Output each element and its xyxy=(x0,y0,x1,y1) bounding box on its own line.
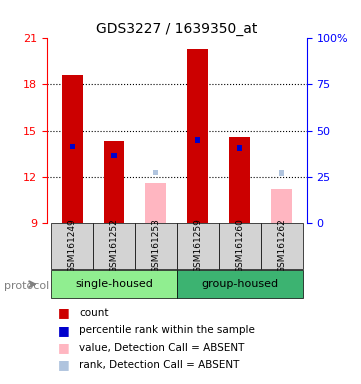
Text: protocol: protocol xyxy=(4,281,49,291)
FancyBboxPatch shape xyxy=(219,223,261,269)
Text: group-housed: group-housed xyxy=(201,278,278,288)
Bar xyxy=(229,137,250,223)
Bar xyxy=(104,141,125,223)
Text: GSM161260: GSM161260 xyxy=(235,218,244,273)
Text: percentile rank within the sample: percentile rank within the sample xyxy=(79,325,255,335)
Text: GSM161253: GSM161253 xyxy=(151,218,160,273)
Text: ■: ■ xyxy=(58,324,70,337)
Text: GSM161262: GSM161262 xyxy=(277,218,286,273)
Bar xyxy=(112,153,117,158)
FancyBboxPatch shape xyxy=(261,223,303,269)
Text: GSM161259: GSM161259 xyxy=(193,218,203,273)
FancyBboxPatch shape xyxy=(51,270,177,298)
Text: ■: ■ xyxy=(58,341,70,354)
Bar xyxy=(237,145,242,151)
Text: single-housed: single-housed xyxy=(75,278,153,288)
FancyBboxPatch shape xyxy=(93,223,135,269)
Bar xyxy=(195,137,200,143)
Text: ■: ■ xyxy=(58,306,70,319)
Text: rank, Detection Call = ABSENT: rank, Detection Call = ABSENT xyxy=(79,360,240,370)
Title: GDS3227 / 1639350_at: GDS3227 / 1639350_at xyxy=(96,22,258,36)
Text: GSM161252: GSM161252 xyxy=(109,218,118,273)
Text: count: count xyxy=(79,308,109,318)
Bar xyxy=(145,183,166,223)
Text: GSM161249: GSM161249 xyxy=(68,218,77,273)
Bar xyxy=(271,189,292,223)
FancyBboxPatch shape xyxy=(177,270,303,298)
Bar xyxy=(279,170,284,176)
Bar xyxy=(62,75,83,223)
Bar xyxy=(187,49,208,223)
FancyBboxPatch shape xyxy=(51,223,93,269)
Bar xyxy=(153,170,158,175)
Text: value, Detection Call = ABSENT: value, Detection Call = ABSENT xyxy=(79,343,245,353)
FancyBboxPatch shape xyxy=(135,223,177,269)
Bar xyxy=(70,144,75,149)
FancyBboxPatch shape xyxy=(177,223,219,269)
Text: ■: ■ xyxy=(58,358,70,371)
